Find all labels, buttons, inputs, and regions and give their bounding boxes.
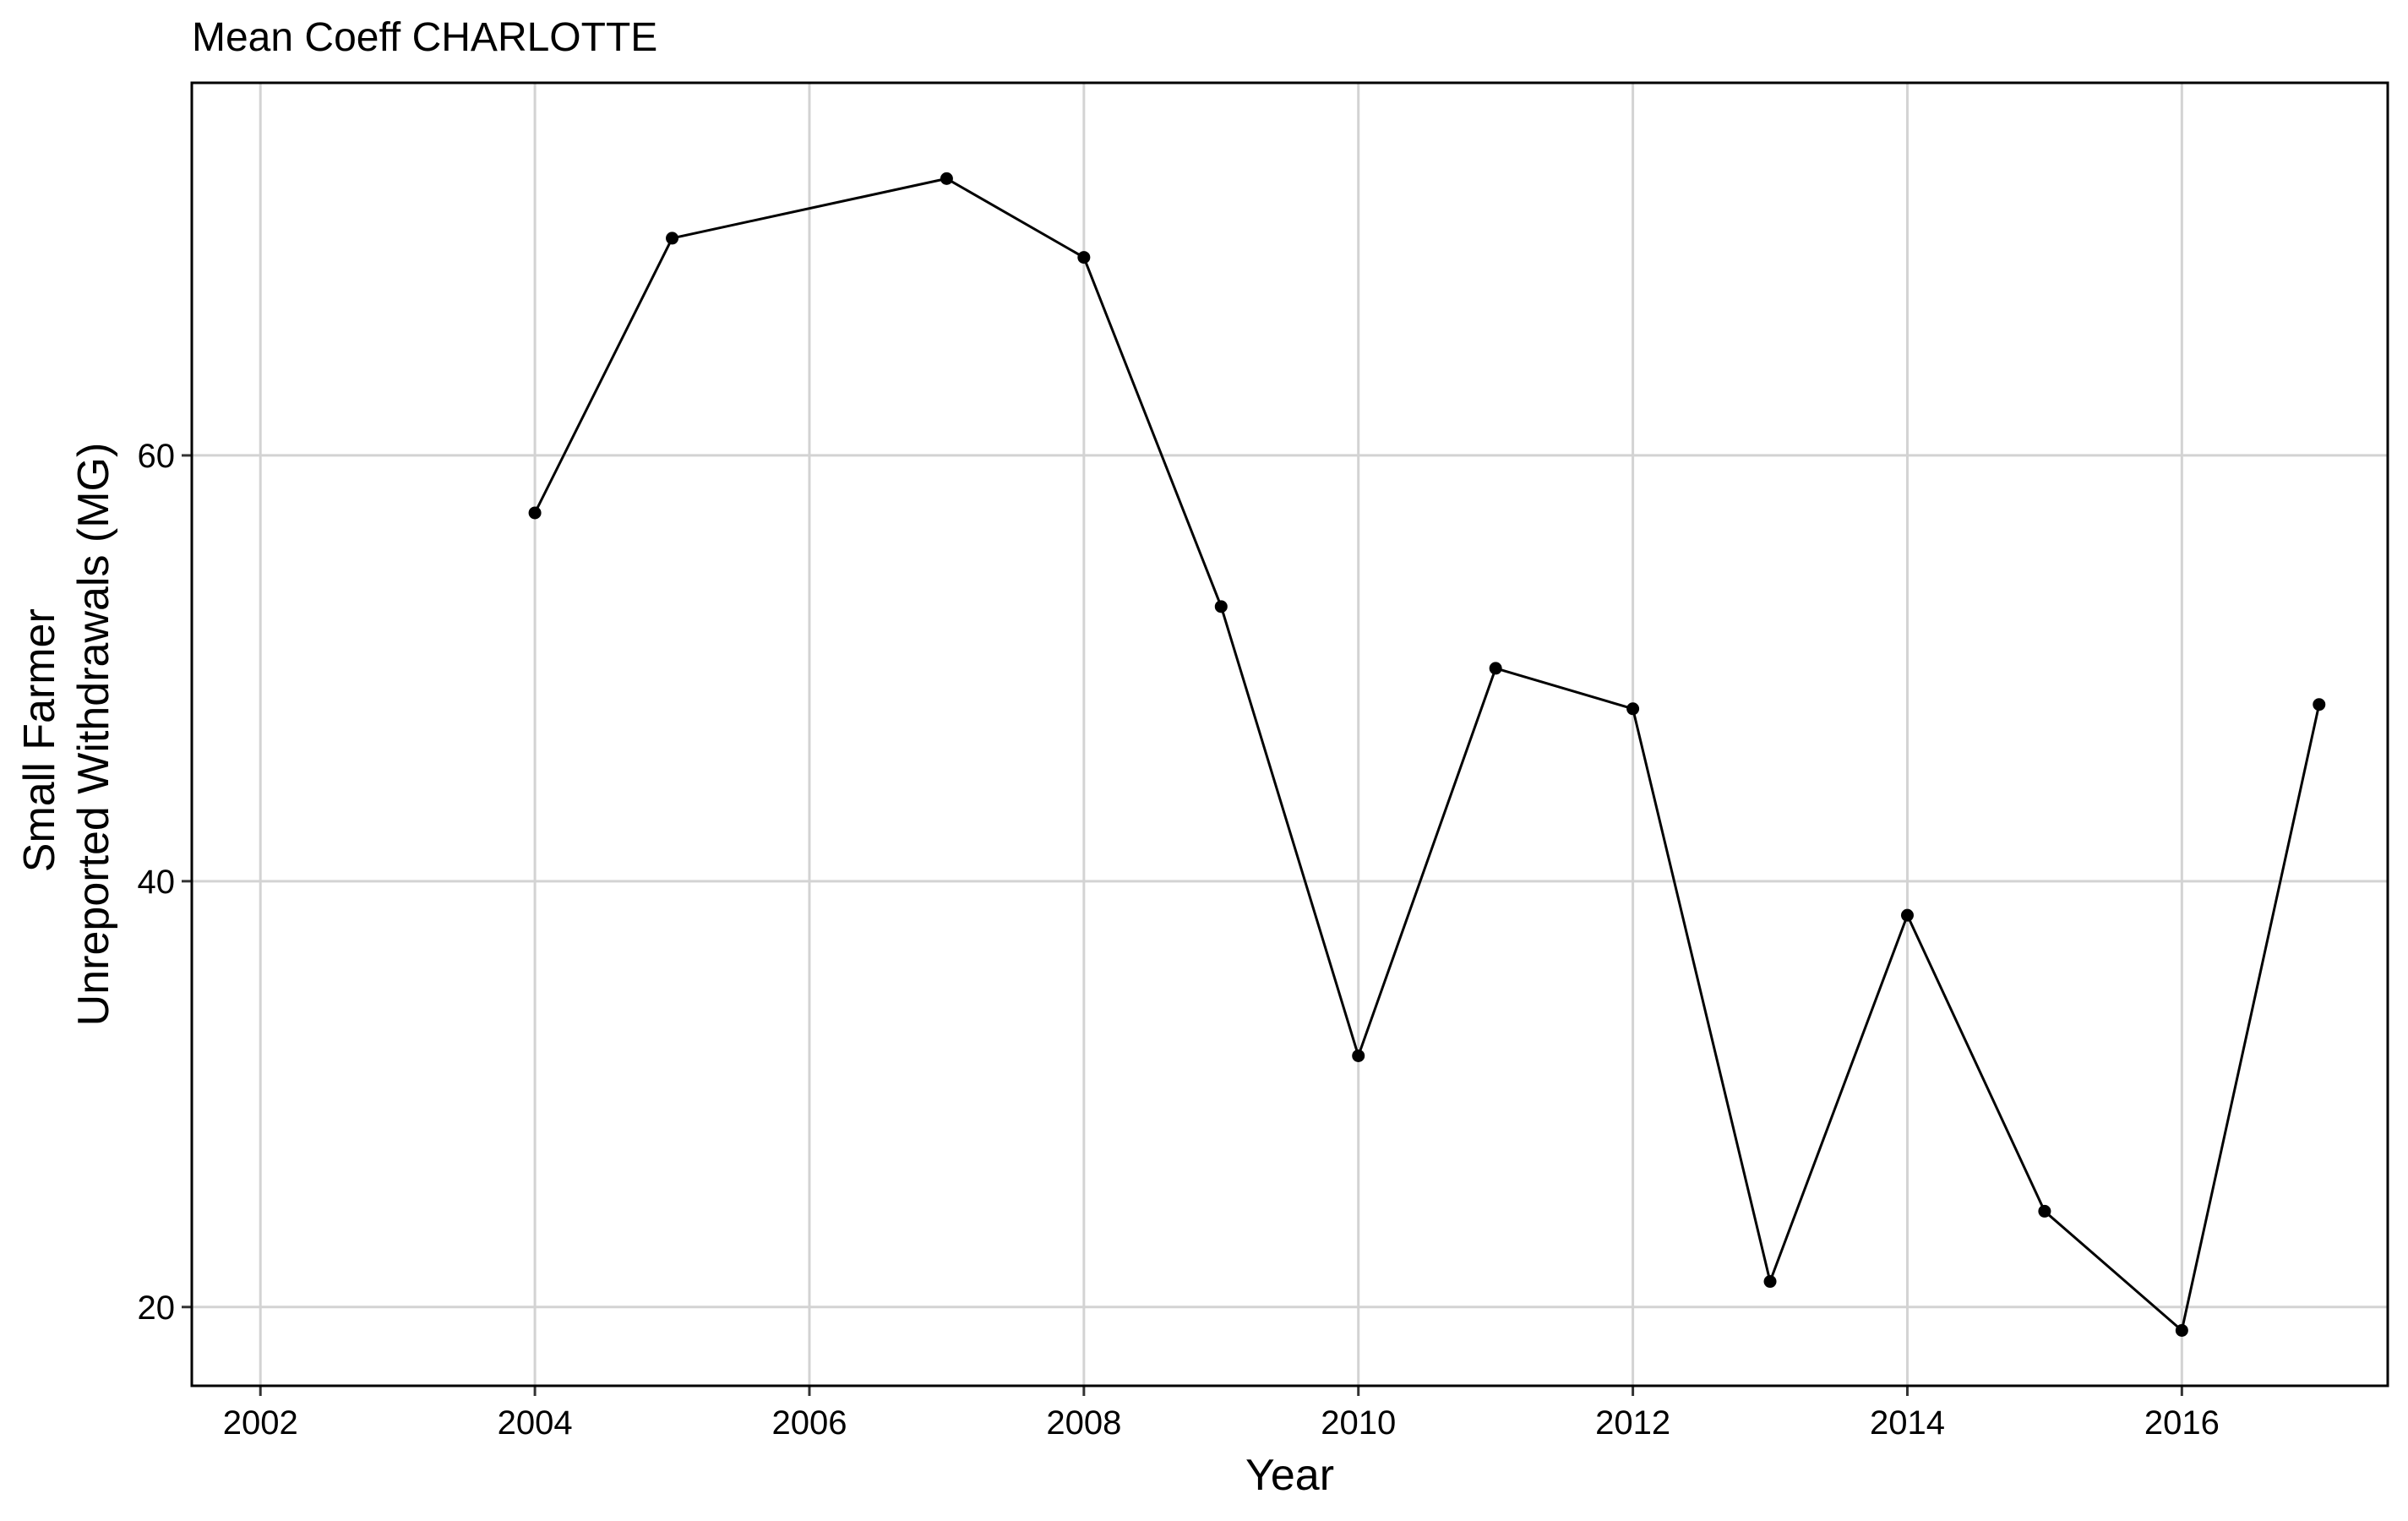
y-tick-label: 60 [138, 438, 176, 475]
y-axis-tick-labels: 20 40 60 [138, 438, 176, 1327]
x-tick-label: 2010 [1321, 1404, 1396, 1442]
x-tick-label: 2008 [1046, 1404, 1121, 1442]
data-point [2038, 1204, 2051, 1218]
series-layer [528, 172, 2326, 1337]
y-tick-label: 20 [138, 1289, 176, 1327]
data-point [2175, 1323, 2188, 1337]
x-tick-label: 2014 [1870, 1404, 1945, 1442]
x-tick-label: 2006 [771, 1404, 847, 1442]
data-point [528, 506, 542, 520]
y-axis-title: Small Farmer Unreported Withdrawals (MG) [15, 443, 118, 1027]
chart-title: Mean Coeff CHARLOTTE [192, 15, 657, 60]
y-tick-label: 40 [138, 864, 176, 901]
x-tick-label: 2016 [2144, 1404, 2220, 1442]
data-point [940, 172, 953, 185]
series-line [533, 177, 2321, 1333]
x-axis-tick-labels: 2002 2004 2006 2008 2010 2012 2014 2016 [223, 1404, 2220, 1442]
gridlines [192, 83, 2388, 1386]
y-axis-title-line-1: Small Farmer [15, 608, 64, 872]
axis-ticks [182, 454, 2183, 1396]
x-tick-label: 2004 [498, 1404, 573, 1442]
plot-panel-border [190, 81, 2389, 1387]
data-point [1214, 600, 1228, 613]
data-point [2313, 698, 2326, 711]
x-tick-label: 2012 [1595, 1404, 1670, 1442]
x-tick-label: 2002 [223, 1404, 298, 1442]
data-point [666, 232, 679, 245]
y-axis-title-line-2: Unreported Withdrawals (MG) [69, 443, 118, 1027]
data-point [1900, 908, 1914, 922]
data-point [1489, 662, 1502, 675]
data-point [1077, 251, 1091, 264]
data-point [1763, 1275, 1777, 1289]
data-point [1626, 702, 1640, 716]
x-axis-title: Year [1245, 1451, 1334, 1500]
data-point [1352, 1049, 1365, 1062]
